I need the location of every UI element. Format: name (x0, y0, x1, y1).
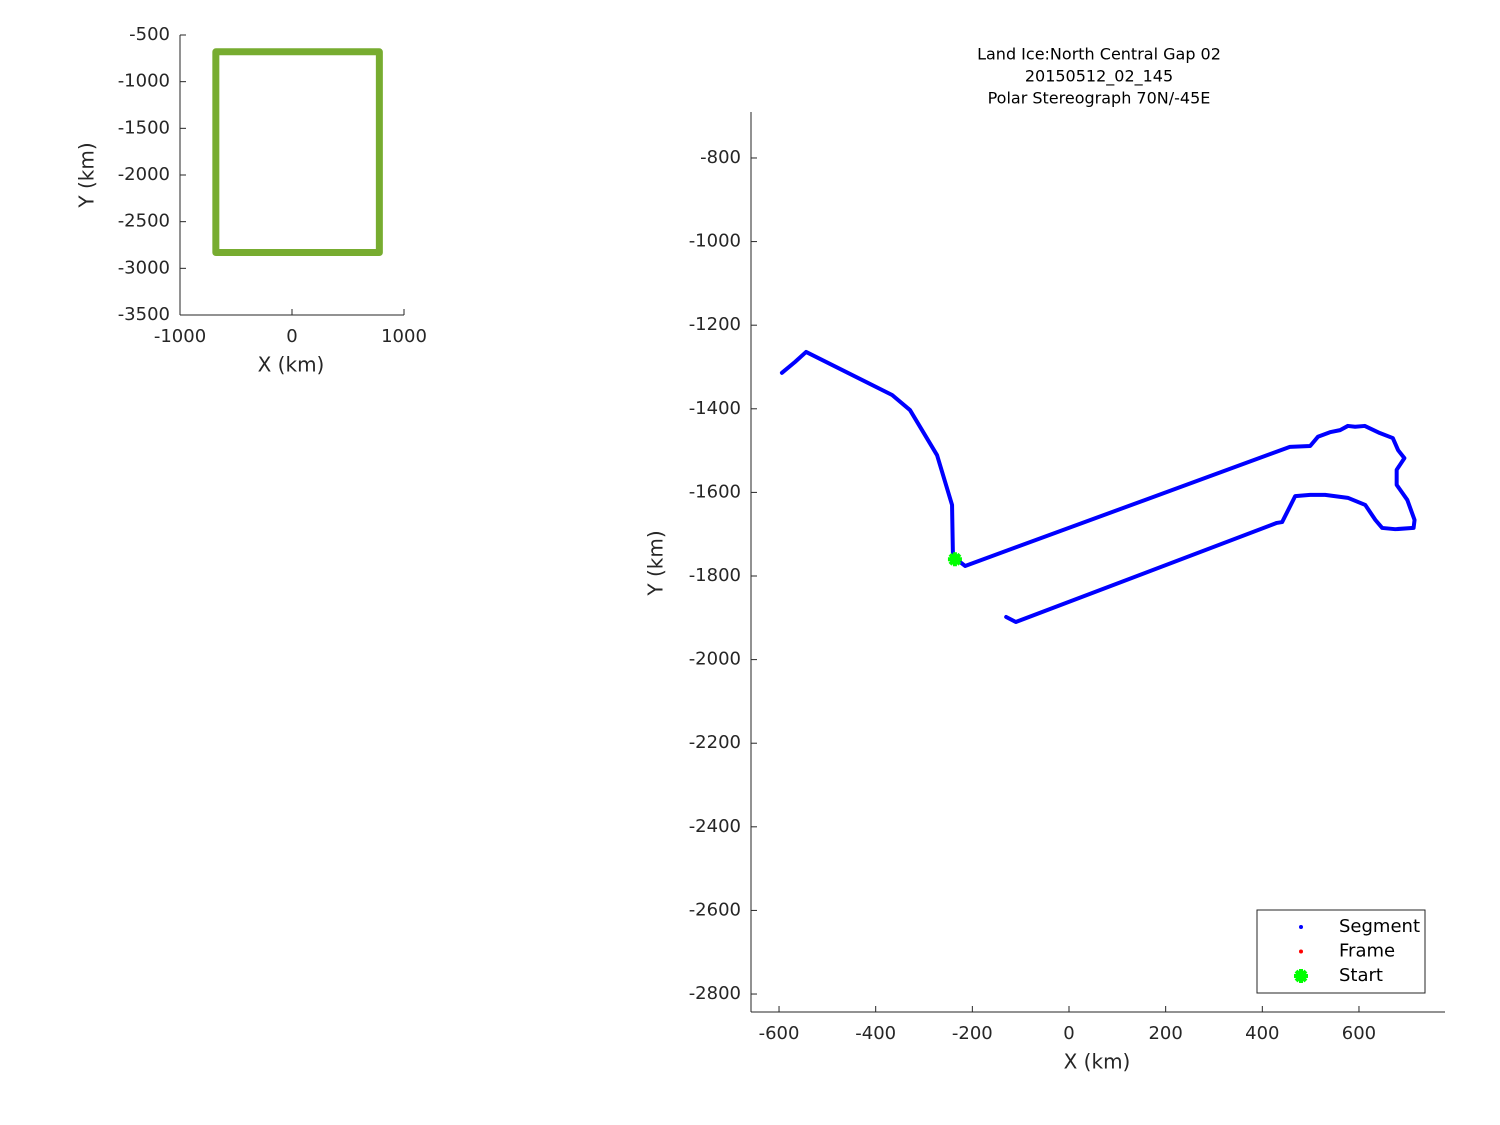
y-tick-label: -1200 (689, 314, 741, 335)
chart-title: Land Ice:North Central Gap 02 (977, 45, 1221, 64)
x-tick-label: -600 (759, 1023, 800, 1044)
x-tick-label: 400 (1245, 1023, 1279, 1044)
x-tick-label: -400 (855, 1023, 896, 1044)
y-axis-label: Y (km) (75, 142, 99, 208)
y-tick-label: -2200 (689, 732, 741, 753)
legend-marker (1299, 925, 1303, 929)
y-tick-label: -2400 (689, 816, 741, 837)
y-axis-label: Y (km) (644, 530, 668, 596)
legend-label: Frame (1339, 941, 1395, 962)
y-tick-label: -1000 (118, 71, 170, 92)
y-tick-label: -1500 (118, 117, 170, 138)
x-tick-label: 0 (286, 326, 297, 347)
track-line (212, 48, 383, 256)
y-tick-label: -2800 (689, 983, 741, 1004)
x-tick-label: 0 (1063, 1023, 1074, 1044)
x-tick-label: 1000 (381, 326, 427, 347)
legend-marker (1294, 969, 1308, 983)
x-tick-label: 200 (1148, 1023, 1182, 1044)
y-tick-label: -1400 (689, 398, 741, 419)
y-tick-label: -2000 (689, 649, 741, 670)
x-axis-label: X (km) (1064, 1050, 1131, 1074)
chart-title: Polar Stereograph 70N/-45E (988, 89, 1211, 108)
y-tick-label: -2500 (118, 211, 170, 232)
y-tick-label: -3000 (118, 257, 170, 278)
y-tick-label: -500 (129, 24, 170, 45)
x-tick-label: 600 (1342, 1023, 1376, 1044)
legend-box (1256, 909, 1426, 994)
chart-title: 20150512_02_145 (1025, 67, 1173, 87)
x-tick-label: -1000 (154, 326, 206, 347)
legend-marker (1299, 949, 1303, 954)
y-tick-label: -2600 (689, 899, 741, 920)
legend-label: Start (1339, 965, 1383, 986)
y-tick-label: -2000 (118, 164, 170, 185)
x-tick-label: -200 (952, 1023, 993, 1044)
y-tick-label: -1800 (689, 565, 741, 586)
start-marker (947, 552, 962, 567)
y-tick-label: -3500 (118, 304, 170, 325)
y-tick-label: -800 (700, 147, 741, 168)
y-tick-label: -1600 (689, 481, 741, 502)
x-axis-label: X (km) (258, 353, 325, 377)
y-tick-label: -1000 (689, 231, 741, 252)
legend-label: Segment (1339, 916, 1420, 937)
track-line (779, 349, 1417, 624)
